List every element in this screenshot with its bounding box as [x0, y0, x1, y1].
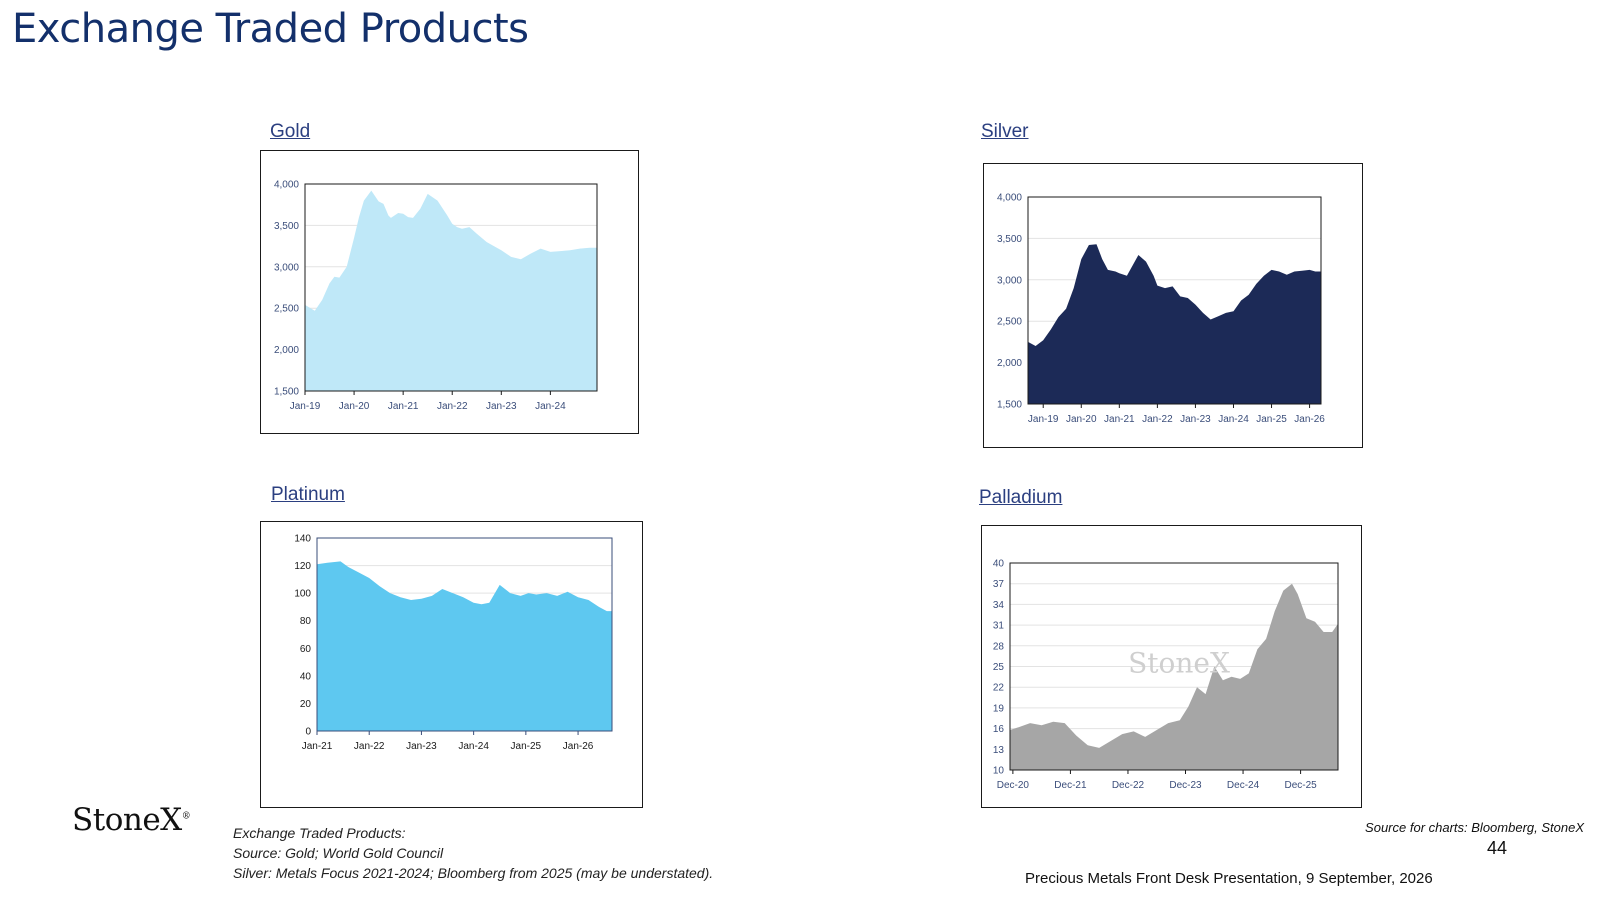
gold-chart: 4,000 3,500 3,000 2,500 2,000 1,500 Jan-19 Jan-…	[260, 150, 639, 434]
watermark-text: StoneX	[1128, 647, 1230, 680]
silver-area-series	[1028, 244, 1321, 404]
x-tick-label: Jan-24	[1218, 414, 1249, 425]
x-tick-label: Jan-21	[302, 741, 333, 752]
footnote-line-3: Silver: Metals Focus 2021-2024; Bloomber…	[233, 865, 714, 881]
y-tick-label: 3,000	[274, 262, 299, 273]
y-tick-label: 40	[993, 559, 1005, 570]
footnote-line-2: Source: Gold; World Gold Council	[233, 845, 444, 861]
registered-mark: ®	[181, 811, 191, 822]
x-tick-label: Jan-19	[290, 401, 321, 412]
y-tick-label: 13	[993, 745, 1005, 756]
x-tick-label: Jan-20	[1066, 414, 1097, 425]
y-tick-label: 10	[993, 766, 1005, 777]
platinum-chart-title: Platinum	[271, 484, 345, 505]
y-tick-label: 1,500	[997, 400, 1022, 411]
x-tick-label: Jan-21	[388, 401, 419, 412]
x-tick-label: Jan-20	[339, 401, 370, 412]
plot-frame	[304, 183, 598, 392]
silver-chart: 4,000 3,500 3,000 2,500 2,000 1,500 Jan-19 Jan-…	[983, 163, 1363, 448]
y-tick-label: 3,000	[997, 275, 1022, 286]
palladium-chart-title: Palladium	[979, 487, 1063, 508]
y-tick-label: 3,500	[997, 234, 1022, 245]
gold-chart-svg: 4,000 3,500 3,000 2,500 2,000 1,500 Jan-19 Jan-…	[274, 180, 598, 412]
x-tick-label: Jan-26	[1294, 414, 1325, 425]
x-tick-label: Jan-23	[486, 401, 517, 412]
y-tick-label: 80	[300, 616, 312, 627]
x-tick-label: Dec-23	[1169, 780, 1202, 791]
y-tick-label: 40	[300, 671, 312, 682]
y-tick-label: 16	[993, 724, 1005, 735]
plot-frame	[1009, 562, 1339, 771]
x-tick-label: Dec-21	[1054, 780, 1087, 791]
y-tick-label: 4,000	[997, 193, 1022, 204]
y-tick-label: 120	[294, 561, 311, 572]
x-tick-label: Jan-24	[535, 401, 566, 412]
x-tick-label: Jan-25	[1256, 414, 1287, 425]
x-tick-label: Dec-22	[1112, 780, 1145, 791]
x-tick-label: Jan-26	[563, 741, 594, 752]
stonex-logo: StoneX®	[72, 802, 191, 838]
y-tick-label: 20	[300, 699, 312, 710]
platinum-chart-svg: 140 120 100 80 60 40 20 0 Jan-21 Jan-22 Jan-23 Jan-…	[294, 534, 613, 752]
palladium-chart: 40 37 34 31 28 25 22 19 16 13 10 StoneX Dec-20 Dec-21…	[981, 525, 1362, 808]
x-tick-label: Jan-23	[1180, 414, 1211, 425]
x-tick-label: Jan-23	[406, 741, 437, 752]
page-title: Exchange Traded Products	[12, 6, 529, 52]
x-tick-label: Jan-22	[354, 741, 385, 752]
y-tick-label: 60	[300, 644, 312, 655]
logo-text: StoneX	[72, 802, 182, 838]
y-tick-label: 28	[993, 641, 1005, 652]
y-tick-label: 4,000	[274, 180, 299, 191]
plot-frame	[1027, 196, 1322, 405]
x-tick-label: Jan-21	[1104, 414, 1135, 425]
x-tick-label: Dec-24	[1227, 780, 1260, 791]
y-tick-label: 37	[993, 579, 1005, 590]
y-tick-label: 22	[993, 683, 1005, 694]
presentation-footer: Precious Metals Front Desk Presentation,…	[1025, 870, 1433, 887]
y-tick-label: 3,500	[274, 221, 299, 232]
x-tick-label: Jan-19	[1028, 414, 1059, 425]
y-tick-label: 25	[993, 662, 1005, 673]
platinum-area-series	[317, 561, 612, 731]
platinum-chart: 140 120 100 80 60 40 20 0 Jan-21 Jan-22 Jan-23 Jan-…	[260, 521, 643, 808]
palladium-chart-svg: 40 37 34 31 28 25 22 19 16 13 10 StoneX Dec-20 Dec-21…	[993, 559, 1339, 791]
y-tick-label: 140	[294, 534, 311, 545]
x-tick-label: Jan-22	[437, 401, 468, 412]
page-number: 44	[1487, 838, 1508, 858]
palladium-area-series	[1010, 583, 1338, 770]
y-tick-label: 2,000	[274, 345, 299, 356]
y-tick-label: 2,500	[274, 304, 299, 315]
chart-source: Source for charts: Bloomberg, StoneX	[1365, 820, 1584, 835]
footnote-line-1: Exchange Traded Products:	[233, 825, 406, 841]
y-tick-label: 0	[305, 727, 311, 738]
silver-chart-title: Silver	[981, 121, 1029, 142]
x-tick-label: Jan-22	[1142, 414, 1173, 425]
y-tick-label: 2,500	[997, 317, 1022, 328]
y-tick-label: 100	[294, 589, 311, 600]
x-tick-label: Jan-25	[511, 741, 542, 752]
footnote: Exchange Traded Products: Source: Gold; …	[233, 823, 713, 883]
x-tick-label: Dec-20	[997, 780, 1030, 791]
x-tick-label: Jan-24	[458, 741, 489, 752]
y-tick-label: 1,500	[274, 387, 299, 398]
silver-chart-svg: 4,000 3,500 3,000 2,500 2,000 1,500 Jan-19 Jan-…	[997, 193, 1325, 426]
y-tick-label: 19	[993, 703, 1005, 714]
gold-chart-title: Gold	[270, 121, 311, 142]
y-tick-label: 2,000	[997, 358, 1022, 369]
gold-area-series	[305, 190, 597, 391]
y-tick-label: 31	[993, 621, 1005, 632]
y-tick-label: 34	[993, 600, 1005, 611]
plot-frame	[316, 537, 613, 732]
x-tick-label: Dec-25	[1284, 780, 1317, 791]
